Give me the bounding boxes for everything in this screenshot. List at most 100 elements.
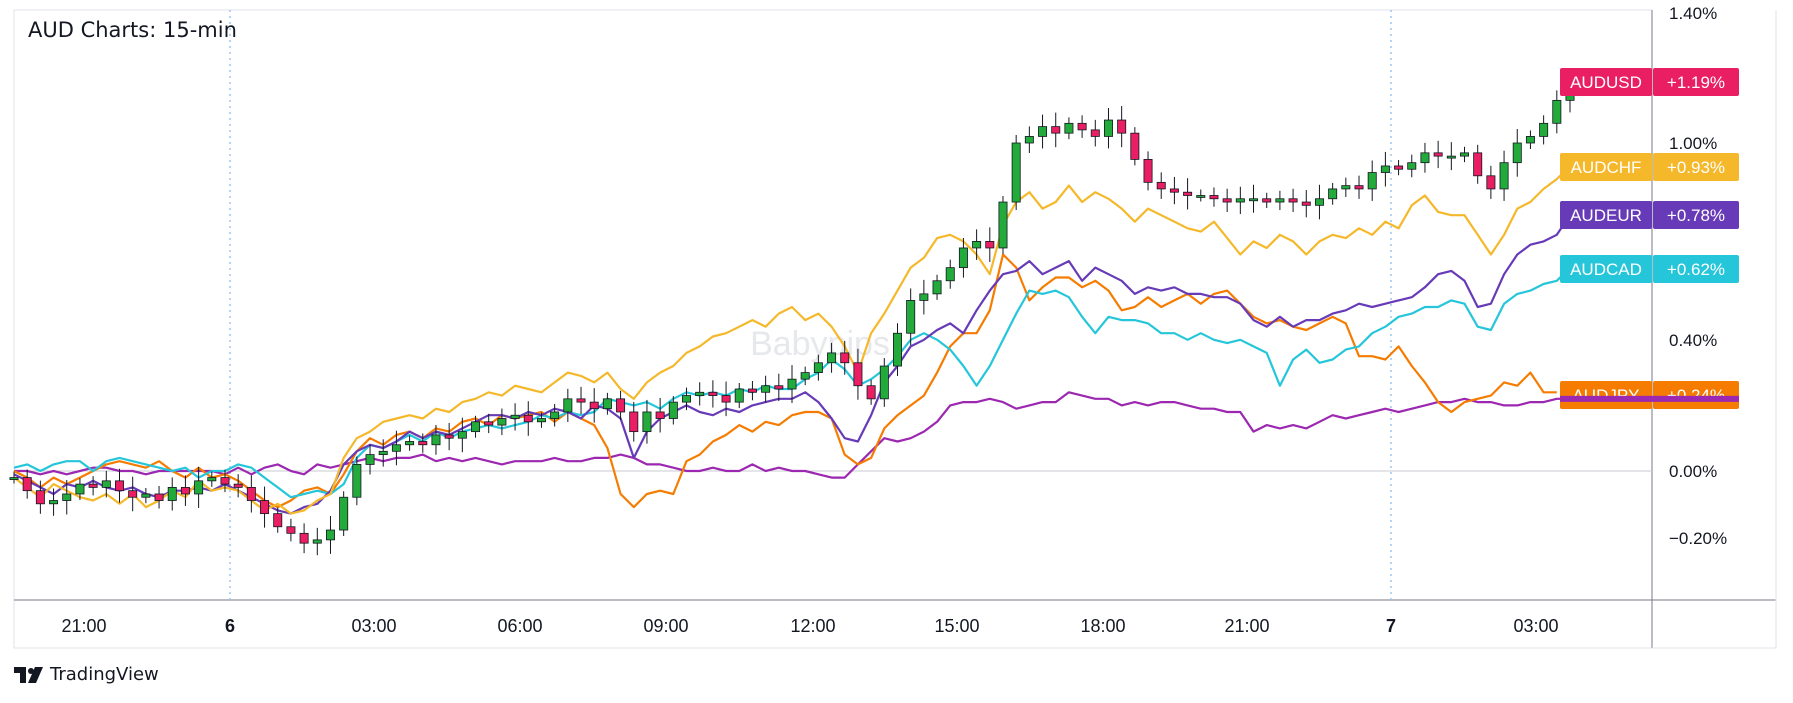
candle [325,529,335,541]
series-value: +0.24% [1667,386,1725,405]
candle [747,388,757,393]
x-tick-label: 6 [225,616,235,636]
candle [919,293,929,301]
candle [985,240,995,249]
candle [339,496,349,531]
candle [471,421,481,433]
series-name: AUDCAD [1570,260,1642,279]
y-tick-label: 1.00% [1669,134,1717,153]
candle [391,444,401,452]
x-tick-label: 09:00 [643,616,688,636]
watermark-text: Babypips [750,325,890,363]
candle [1367,172,1377,190]
candle [1196,195,1206,198]
candle [88,483,98,488]
candle [576,398,586,403]
candle [167,486,177,501]
tradingview-logo[interactable]: TradingView [14,664,159,685]
candle [761,385,771,393]
candle [1407,162,1417,170]
x-tick-label: 15:00 [934,616,979,636]
candle [1275,198,1285,203]
candle [22,477,32,492]
candle [1249,198,1259,202]
candle [180,486,190,495]
candle [154,493,164,501]
candle [813,362,823,374]
candle [207,477,217,482]
candle [115,480,124,492]
candle [1051,126,1061,134]
x-tick-label: 21:00 [61,616,106,636]
candle [642,411,652,433]
candle [853,362,863,387]
candle [1038,126,1048,137]
candle [1262,198,1272,203]
candle [734,388,744,403]
candle [1143,158,1153,183]
candle [1380,165,1390,173]
candle [589,401,599,410]
candle [629,411,639,433]
candle [1354,185,1364,190]
series-label-audchf[interactable]: AUDCHF +0.93% [1560,153,1739,181]
tradingview-icon [14,666,43,683]
candle [1117,119,1127,134]
candle [1222,198,1232,203]
candle [655,411,665,419]
candle [510,414,520,419]
candle [866,385,876,400]
candle [1090,129,1100,137]
series-label-audeur[interactable]: AUDEUR +0.78% [1560,201,1739,229]
series-labels: AUDUSD +1.19% AUDCHF +0.93% AUDEUR +0.78% AUDC… [1560,68,1739,409]
x-tick-label: 03:00 [351,616,396,636]
candle [1446,155,1456,159]
candle [62,493,72,501]
candle [906,300,916,334]
candle [194,480,204,495]
y-tick-label: 0.00% [1669,462,1717,481]
x-tick-label: 7 [1386,616,1396,636]
candle [1328,188,1338,200]
series-value: +0.78% [1667,206,1725,225]
candle [246,486,256,501]
candle [827,352,837,364]
candle [35,490,45,505]
candle [1473,152,1483,177]
series-name-tag [1560,381,1652,409]
candle [1011,142,1021,203]
candle [484,421,494,426]
candle [616,398,626,413]
series-line-audchf [13,165,1571,515]
candle [1499,162,1509,190]
candle [774,385,784,390]
series-value: +1.19% [1667,73,1725,92]
candle [260,500,270,515]
series-value-tag [1653,381,1739,409]
candle [49,500,59,505]
candle [1433,152,1443,157]
candle [497,418,507,426]
series-name: AUDEUR [1570,206,1642,225]
x-tick-label: 06:00 [497,616,542,636]
candle [1539,122,1549,137]
plot-area [9,68,1575,556]
candle [708,391,718,396]
candle [378,450,388,456]
candle [233,483,243,488]
candle [1525,136,1535,144]
candle [536,418,546,423]
y-tick-label: −0.20% [1669,529,1727,548]
series-value-tag [1653,153,1739,181]
candle [1341,185,1351,190]
series-label-audusd[interactable]: AUDUSD +1.19% [1560,68,1739,96]
candle [721,395,731,403]
series-name: AUDUSD [1570,73,1642,92]
series-value: +0.93% [1667,158,1725,177]
series-line-audjpy [13,253,1557,509]
series-line-audeur [13,214,1571,515]
candle [523,414,533,423]
series-label-audcad[interactable]: AUDCAD +0.62% [1560,255,1739,283]
series-label-audjpy[interactable]: AUDJPY +0.24% [1560,381,1739,409]
